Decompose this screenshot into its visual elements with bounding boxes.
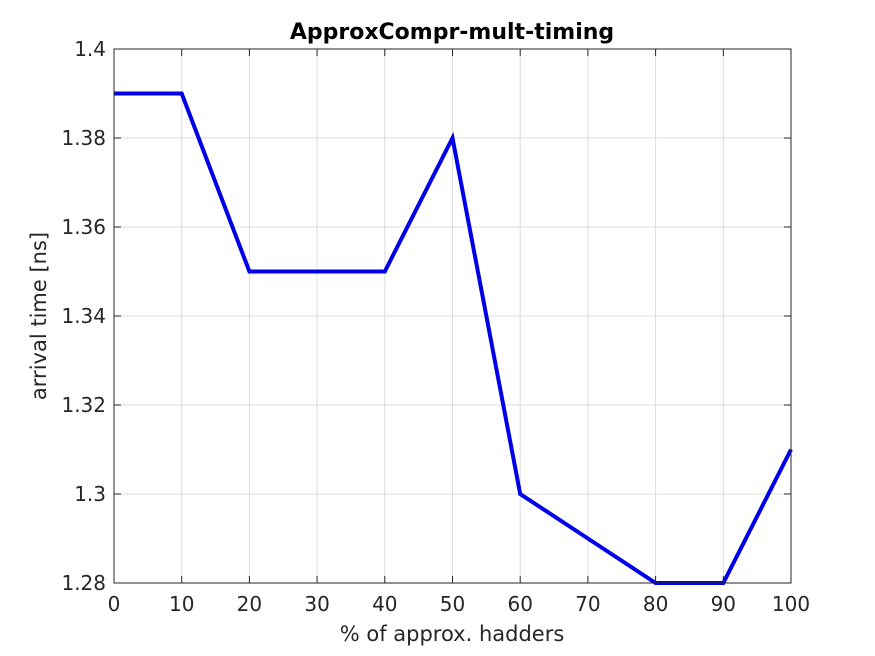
x-axis-label: % of approx. hadders xyxy=(340,622,565,646)
x-tick-label: 80 xyxy=(643,592,668,616)
y-tick-label: 1.32 xyxy=(61,393,106,417)
x-tick-label: 30 xyxy=(304,592,329,616)
y-tick-label: 1.38 xyxy=(61,126,106,150)
x-tick-label: 10 xyxy=(169,592,194,616)
y-axis-label: arrival time [ns] xyxy=(27,232,51,400)
x-tick-label: 60 xyxy=(507,592,532,616)
x-tick-label: 70 xyxy=(575,592,600,616)
ticks xyxy=(113,48,792,584)
x-tick-label: 90 xyxy=(711,592,736,616)
x-tick-label: 20 xyxy=(237,592,262,616)
y-tick-label: 1.36 xyxy=(61,215,106,239)
y-tick-label: 1.34 xyxy=(61,304,106,328)
x-tick-label: 0 xyxy=(108,592,121,616)
chart-title: ApproxCompr-mult-timing xyxy=(290,20,614,45)
y-tick-label: 1.4 xyxy=(74,37,106,61)
y-tick-label: 1.3 xyxy=(74,482,106,506)
y-tick-labels: 1.28 1.3 1.32 1.34 1.36 1.38 1.4 xyxy=(61,37,106,595)
y-tick-label: 1.28 xyxy=(61,571,106,595)
x-tick-labels: 0 10 20 30 40 50 60 70 80 90 100 xyxy=(108,592,810,616)
x-tick-label: 100 xyxy=(772,592,810,616)
x-tick-label: 50 xyxy=(440,592,465,616)
x-tick-label: 40 xyxy=(372,592,397,616)
